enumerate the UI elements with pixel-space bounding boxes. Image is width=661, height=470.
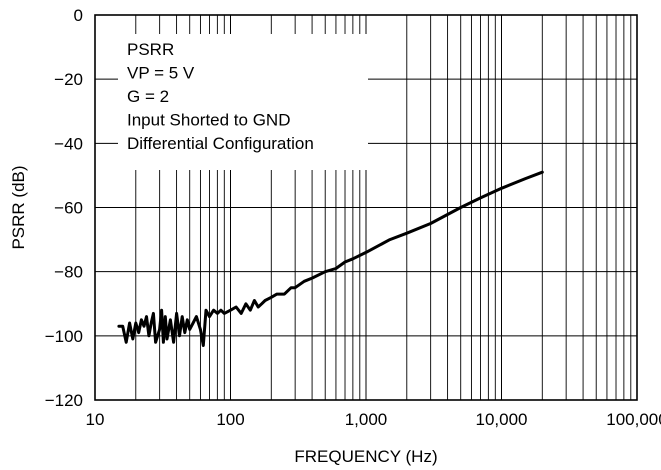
annotation-background xyxy=(118,34,368,170)
y-tick-label: −100 xyxy=(45,327,83,346)
y-tick-label: −60 xyxy=(54,199,83,218)
y-tick-label: −20 xyxy=(54,70,83,89)
annotation-line: Input Shorted to GND xyxy=(127,111,290,130)
annotation-line: PSRR xyxy=(127,40,174,59)
annotation-line: VP = 5 V xyxy=(127,64,195,83)
y-tick-label: −80 xyxy=(54,263,83,282)
annotation-line: Differential Configuration xyxy=(127,134,314,153)
y-tick-labels: 0 −20 −40 −60 −80 −100 −120 xyxy=(45,6,83,410)
x-tick-label: 1,000 xyxy=(345,410,388,429)
x-tick-label: 100,000 xyxy=(606,410,661,429)
y-tick-label: 0 xyxy=(74,6,83,25)
y-tick-label: −120 xyxy=(45,391,83,410)
x-axis-title: FREQUENCY (Hz) xyxy=(294,447,437,466)
x-tick-label: 10,000 xyxy=(476,410,528,429)
annotation-block: PSRR VP = 5 V G = 2 Input Shorted to GND Dif… xyxy=(127,40,314,153)
annotation-line: G = 2 xyxy=(127,87,169,106)
plot-frame xyxy=(94,14,638,401)
x-tick-label: 100 xyxy=(216,410,244,429)
y-tick-label: −40 xyxy=(54,134,83,153)
y-axis-title: PSRR (dB) xyxy=(9,165,28,249)
series-line xyxy=(117,170,544,347)
x-tick-label: 10 xyxy=(86,410,105,429)
